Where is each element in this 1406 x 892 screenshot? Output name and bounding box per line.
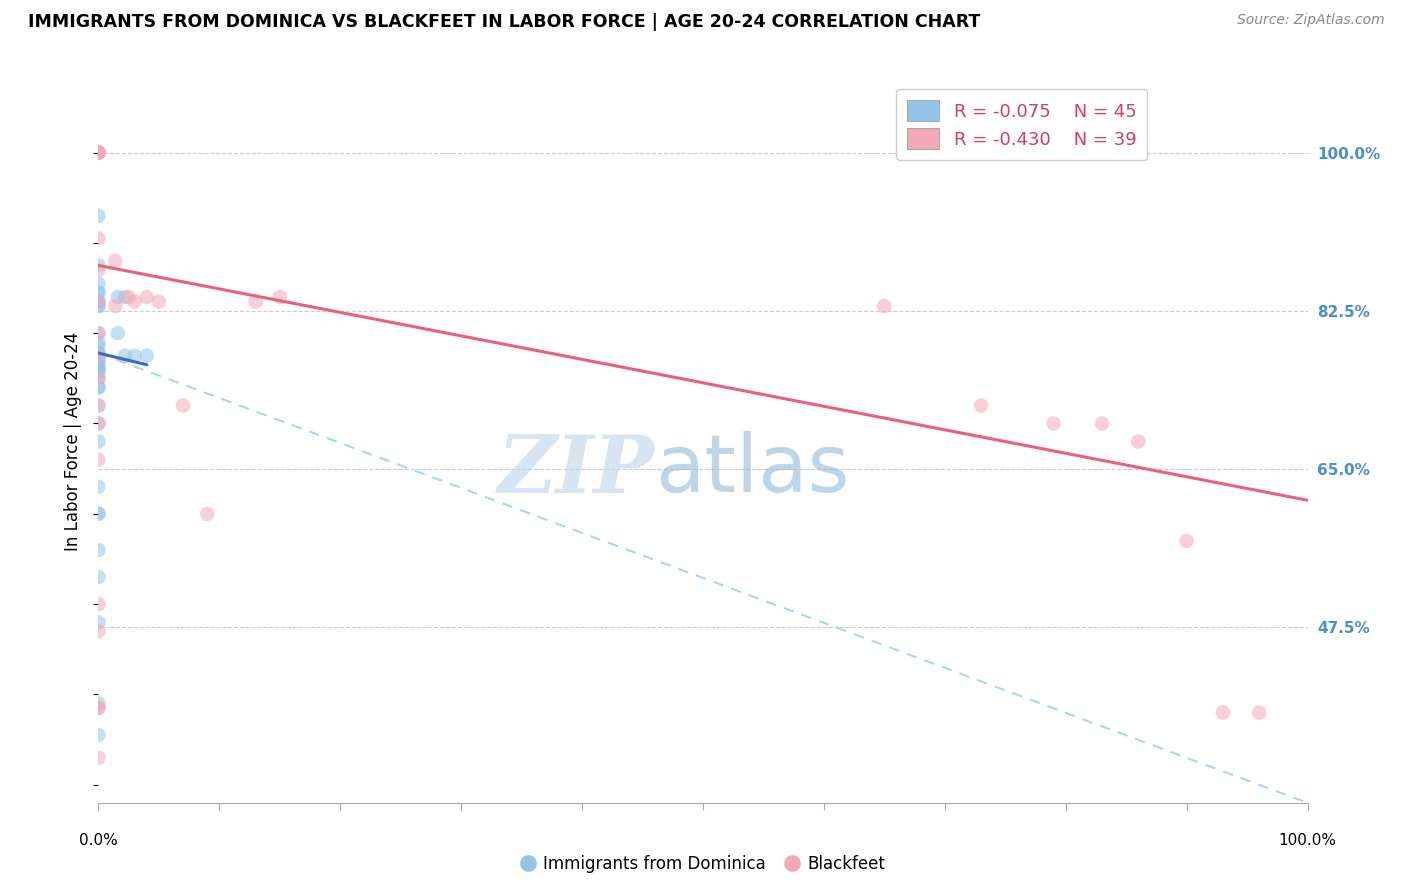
Point bbox=[87, 299, 110, 313]
Point bbox=[87, 326, 110, 341]
Point bbox=[87, 145, 110, 160]
Point bbox=[87, 362, 110, 376]
Text: atlas: atlas bbox=[655, 432, 849, 509]
Point bbox=[87, 285, 110, 300]
Point bbox=[87, 728, 110, 742]
Point bbox=[873, 299, 896, 313]
Point bbox=[87, 615, 110, 630]
Point bbox=[87, 349, 110, 363]
Point bbox=[87, 507, 110, 521]
Legend: Immigrants from Dominica, Blackfeet: Immigrants from Dominica, Blackfeet bbox=[515, 848, 891, 880]
Point bbox=[114, 349, 136, 363]
Point bbox=[87, 145, 110, 160]
Text: IMMIGRANTS FROM DOMINICA VS BLACKFEET IN LABOR FORCE | AGE 20-24 CORRELATION CHA: IMMIGRANTS FROM DOMINICA VS BLACKFEET IN… bbox=[28, 13, 980, 31]
Point bbox=[104, 254, 127, 268]
Point bbox=[87, 417, 110, 431]
Text: ZIP: ZIP bbox=[498, 432, 655, 509]
Point bbox=[87, 145, 110, 160]
Point bbox=[87, 380, 110, 394]
Point bbox=[87, 326, 110, 341]
Point bbox=[87, 624, 110, 639]
Text: 100.0%: 100.0% bbox=[1278, 833, 1337, 848]
Point bbox=[87, 417, 110, 431]
Point bbox=[1128, 434, 1150, 449]
Point bbox=[87, 398, 110, 412]
Point bbox=[87, 452, 110, 467]
Point bbox=[87, 353, 110, 368]
Point bbox=[114, 290, 136, 304]
Point bbox=[148, 294, 170, 309]
Point bbox=[195, 507, 218, 521]
Point bbox=[87, 353, 110, 368]
Point bbox=[87, 701, 110, 715]
Point bbox=[87, 299, 110, 313]
Point bbox=[135, 290, 157, 304]
Point bbox=[87, 263, 110, 277]
Point bbox=[107, 326, 129, 341]
Point bbox=[1249, 706, 1271, 720]
Point bbox=[107, 290, 129, 304]
Text: 0.0%: 0.0% bbox=[79, 833, 118, 848]
Point bbox=[87, 597, 110, 611]
Point bbox=[87, 367, 110, 381]
Point bbox=[87, 277, 110, 291]
Point bbox=[87, 570, 110, 584]
Point bbox=[87, 285, 110, 300]
Point bbox=[87, 145, 110, 160]
Point bbox=[87, 358, 110, 372]
Point bbox=[87, 362, 110, 376]
Text: Source: ZipAtlas.com: Source: ZipAtlas.com bbox=[1237, 13, 1385, 28]
Point bbox=[269, 290, 291, 304]
Point bbox=[87, 294, 110, 309]
Point bbox=[87, 145, 110, 160]
Point bbox=[87, 371, 110, 385]
Point bbox=[87, 259, 110, 273]
Point bbox=[87, 697, 110, 711]
Point bbox=[87, 380, 110, 394]
Point bbox=[87, 507, 110, 521]
Point bbox=[1212, 706, 1234, 720]
Point bbox=[87, 335, 110, 350]
Point bbox=[118, 290, 141, 304]
Point bbox=[87, 145, 110, 160]
Point bbox=[87, 398, 110, 412]
Point bbox=[135, 349, 157, 363]
Point bbox=[172, 398, 194, 412]
Point bbox=[104, 299, 127, 313]
Point bbox=[87, 209, 110, 223]
Legend: R = -0.075    N = 45, R = -0.430    N = 39: R = -0.075 N = 45, R = -0.430 N = 39 bbox=[896, 89, 1147, 160]
Point bbox=[87, 346, 110, 360]
Point bbox=[87, 434, 110, 449]
Point bbox=[970, 398, 993, 412]
Point bbox=[87, 542, 110, 557]
Point bbox=[87, 346, 110, 360]
Point bbox=[87, 145, 110, 160]
Point bbox=[245, 294, 267, 309]
Point bbox=[87, 360, 110, 375]
Point bbox=[87, 145, 110, 160]
Point bbox=[87, 231, 110, 245]
Point bbox=[87, 371, 110, 385]
Point bbox=[87, 145, 110, 160]
Point bbox=[1042, 417, 1064, 431]
Y-axis label: In Labor Force | Age 20-24: In Labor Force | Age 20-24 bbox=[65, 332, 83, 551]
Point bbox=[87, 145, 110, 160]
Point bbox=[87, 701, 110, 715]
Point bbox=[87, 349, 110, 363]
Point bbox=[1091, 417, 1114, 431]
Point bbox=[124, 294, 146, 309]
Point bbox=[87, 294, 110, 309]
Point bbox=[87, 750, 110, 764]
Point bbox=[124, 349, 146, 363]
Point bbox=[87, 480, 110, 494]
Point bbox=[87, 294, 110, 309]
Point bbox=[87, 340, 110, 354]
Point bbox=[1175, 533, 1198, 548]
